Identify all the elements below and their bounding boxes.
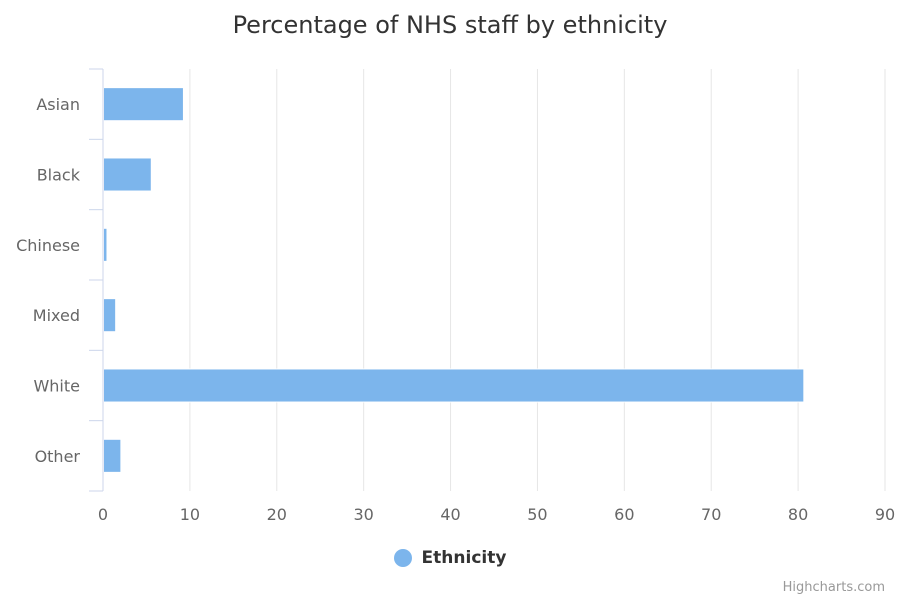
legend: Ethnicity: [0, 548, 900, 568]
x-tick-label: 80: [788, 505, 808, 524]
y-tick-label: Asian: [36, 95, 80, 114]
x-tick-label: 0: [98, 505, 108, 524]
y-tick-label: Other: [35, 447, 81, 466]
y-tick-label: Mixed: [33, 306, 80, 325]
y-tick-label: Black: [37, 166, 81, 185]
x-tick-label: 70: [701, 505, 721, 524]
bar-mixed[interactable]: [103, 298, 117, 333]
x-tick-label: 50: [527, 505, 547, 524]
bar-white[interactable]: [103, 368, 805, 403]
x-tick-label: 10: [180, 505, 200, 524]
legend-symbol: [393, 549, 412, 567]
chart-title: Percentage of NHS staff by ethnicity: [232, 11, 668, 39]
x-tick-label: 20: [267, 505, 287, 524]
y-tick-label: Chinese: [16, 236, 80, 255]
bar-asian[interactable]: [103, 87, 184, 122]
credits-link[interactable]: Highcharts.com: [782, 580, 885, 595]
legend-label: Ethnicity: [421, 548, 507, 568]
x-tick-label: 30: [353, 505, 373, 524]
x-tick-label: 90: [875, 505, 895, 524]
bar-other[interactable]: [103, 438, 122, 473]
legend-item-ethnicity[interactable]: Ethnicity: [393, 548, 507, 568]
bar-black[interactable]: [103, 157, 152, 192]
x-tick-label: 40: [440, 505, 460, 524]
bar-chinese[interactable]: [103, 227, 108, 262]
x-tick-label: 60: [614, 505, 634, 524]
y-tick-label: White: [33, 377, 80, 396]
